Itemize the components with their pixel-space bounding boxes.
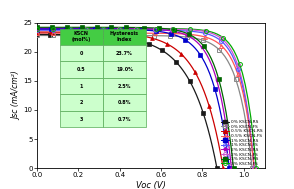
X-axis label: Voc (V): Voc (V) bbox=[136, 181, 166, 189]
Y-axis label: Jsc (mA/cm²): Jsc (mA/cm²) bbox=[12, 71, 21, 120]
Legend: 0% KSCN-RS, 0% KSCN-FS, 0.5% KSCN-RS, 0.5% KSCN-FS, 1% KSCN-RS, 1% KSCN-FS, 2% K: 0% KSCN-RS, 0% KSCN-FS, 0.5% KSCN-RS, 0.… bbox=[221, 120, 262, 166]
